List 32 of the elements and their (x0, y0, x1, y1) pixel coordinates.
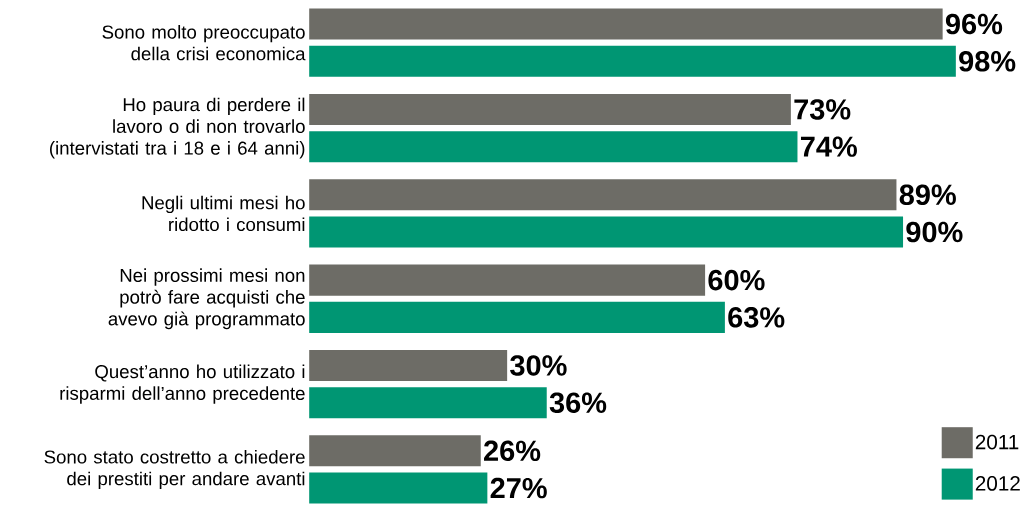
y-tick-label: Quest’anno ho utilizzato i risparmi dell’anno precedente (60, 364, 305, 404)
data-label: 90% (906, 221, 963, 243)
legend-label: 2012 (975, 476, 1020, 491)
data-label: 96% (945, 13, 1003, 35)
data-label: 74% (801, 136, 857, 157)
data-label: 60% (708, 269, 765, 291)
bar (309, 179, 897, 211)
data-label: 98% (959, 50, 1016, 72)
bar (309, 8, 943, 40)
data-label: 36% (549, 392, 607, 413)
bar (309, 264, 706, 296)
data-label: 89% (899, 184, 956, 205)
y-tick-label: Sono stato costretto a chiedere dei prestiti per andare avanti (44, 449, 305, 489)
bar (309, 131, 798, 163)
y-tick-label: Sono molto preoccupato della crisi economica (102, 24, 306, 61)
data-label: 30% (510, 355, 567, 376)
data-label: 26% (484, 440, 541, 462)
y-tick-label: Ho paura di perdere il lavoro o di non trovarlo (intervistati tra i 18 e i 64 anni) (50, 97, 305, 159)
bar (309, 216, 904, 248)
y-tick-label: Negli ultimi mesi ho ridotto i consumi (142, 195, 305, 232)
bar (309, 45, 956, 77)
bar (309, 387, 547, 419)
bar (309, 435, 481, 467)
y-tick-label: Nei prossimi mesi non potrò fare acquisti che avevo già programmato (108, 268, 305, 330)
bar (309, 301, 725, 333)
bar (309, 93, 791, 125)
data-label: 73% (794, 99, 851, 120)
data-label: 27% (490, 477, 547, 499)
bar (309, 349, 508, 381)
bar (309, 472, 488, 504)
legend-label: 2011 (975, 434, 1019, 450)
data-label: 63% (728, 307, 785, 328)
